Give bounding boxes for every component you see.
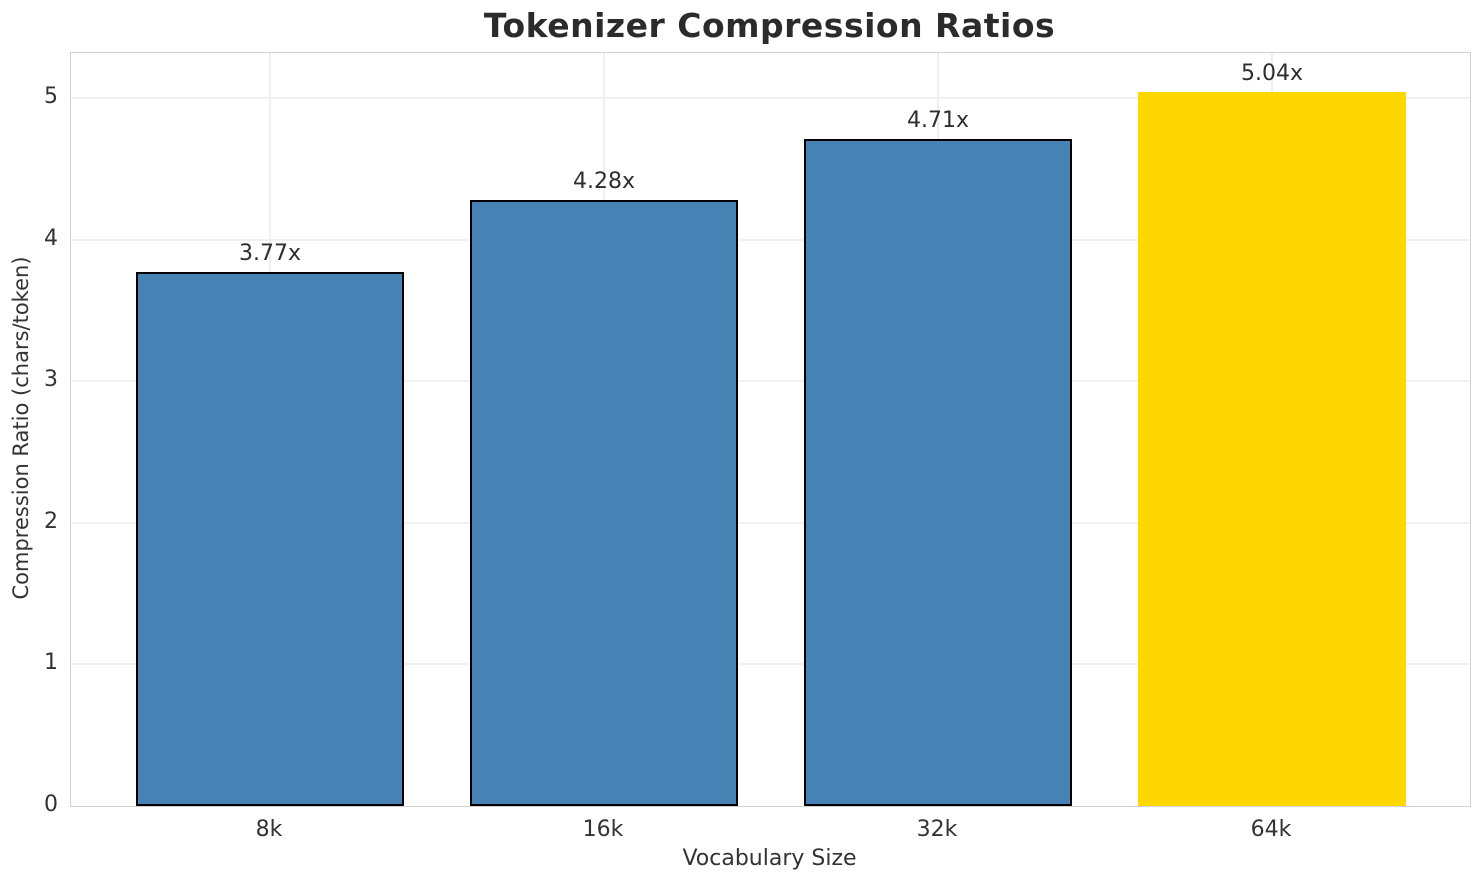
gridline-y-2 (71, 521, 1470, 524)
bar-32k (804, 139, 1072, 806)
y-axis-label-text: Compression Ratio (chars/token) (9, 256, 33, 600)
x-axis-label: Vocabulary Size (682, 846, 857, 871)
gridline-y-3 (71, 380, 1470, 383)
y-tick-2: 2 (44, 508, 58, 534)
gridline-y-5 (71, 97, 1470, 100)
y-tick-0: 0 (44, 792, 58, 817)
bar-16k (470, 199, 738, 806)
y-tick-3: 3 (44, 367, 58, 393)
gridline-y-4 (71, 238, 1470, 241)
y-tick-4: 4 (44, 225, 58, 251)
bar-value-label-64k: 5.04x (1240, 61, 1303, 87)
x-tick-64k: 64k (1250, 817, 1292, 842)
plot-area: 3.77x 4.28x 4.71x 5.04x (70, 52, 1471, 807)
x-tick-32k: 32k (916, 817, 958, 842)
y-tick-1: 1 (44, 650, 58, 676)
bar-value-label-16k: 4.28x (572, 168, 635, 194)
chart-title: Tokenizer Compression Ratios (483, 6, 1056, 45)
x-tick-16k: 16k (582, 817, 624, 842)
bar-64k (1138, 92, 1406, 806)
gridline-y-1 (71, 663, 1470, 666)
x-tick-8k: 8k (255, 817, 283, 842)
y-tick-5: 5 (44, 84, 58, 110)
bar-value-label-32k: 4.71x (906, 108, 969, 134)
bar-value-label-8k: 3.77x (238, 241, 301, 267)
bar-8k (136, 272, 404, 806)
